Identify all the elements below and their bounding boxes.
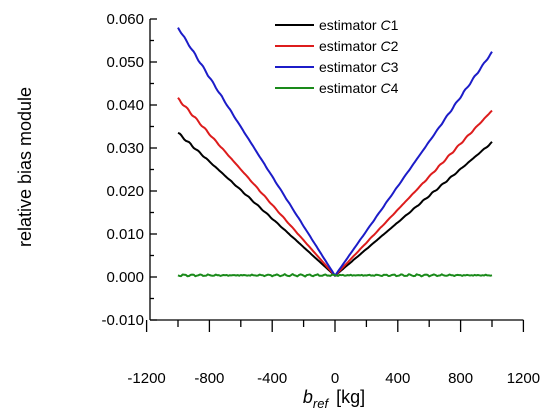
y-tick-label: 0.060 bbox=[106, 11, 144, 28]
x-axis-title-sub: ref bbox=[313, 396, 330, 411]
legend-label-c2: estimator C2 bbox=[319, 38, 399, 54]
y-tick-label: -0.010 bbox=[101, 312, 144, 329]
legend: estimator C1 estimator C2 estimator C3 esti… bbox=[275, 17, 399, 96]
x-axis-title: bref [kg] bbox=[303, 387, 365, 411]
legend-label-c3: estimator C3 bbox=[319, 59, 399, 75]
series-line-c1 bbox=[177, 131, 493, 277]
y-tick-label: 0.000 bbox=[106, 269, 144, 286]
x-axis-title-main: b bbox=[303, 387, 313, 407]
legend-label-c4: estimator C4 bbox=[319, 80, 399, 96]
y-tick-label: 0.020 bbox=[106, 183, 144, 200]
x-tick-label: -400 bbox=[257, 370, 287, 387]
axes: -0.010 0.000 0.010 0.020 0.030 0.040 0.050 0.06… bbox=[101, 11, 540, 387]
x-tick-label: -1200 bbox=[127, 370, 165, 387]
plot-series bbox=[177, 27, 493, 278]
x-tick-label: 400 bbox=[385, 370, 410, 387]
y-tick-label: 0.040 bbox=[106, 97, 144, 114]
x-tick-label: 0 bbox=[331, 370, 339, 387]
x-axis-title-unit: [kg] bbox=[336, 387, 365, 407]
x-tick-label: 800 bbox=[448, 370, 473, 387]
x-tick-label: -800 bbox=[194, 370, 224, 387]
y-tick-label: 0.030 bbox=[106, 140, 144, 157]
y-tick-label: 0.010 bbox=[106, 226, 144, 243]
legend-label-c1: estimator C1 bbox=[319, 17, 399, 33]
x-tick-label: 1200 bbox=[507, 370, 540, 387]
y-tick-label: 0.050 bbox=[106, 54, 144, 71]
series-line-c2 bbox=[177, 97, 493, 277]
series-line-c4 bbox=[177, 273, 493, 278]
y-axis-title: relative bias module bbox=[15, 87, 35, 247]
